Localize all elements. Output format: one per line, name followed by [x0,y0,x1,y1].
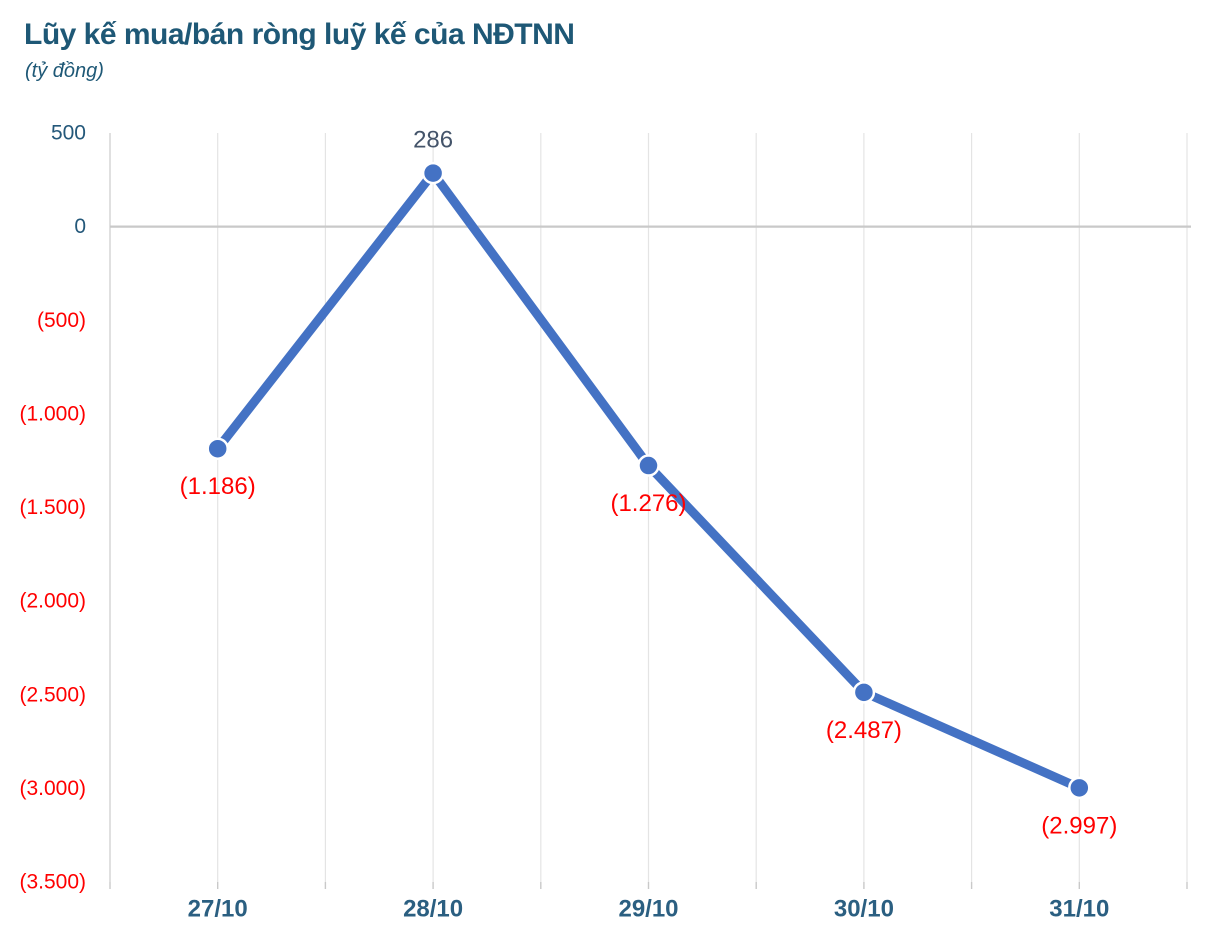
data-point-marker [206,437,229,460]
x-tick-label: 29/10 [618,896,678,923]
y-tick-label: (1.000) [19,402,86,425]
y-tick-label: (3.500) [19,871,86,894]
data-point-label: (2.487) [826,717,902,744]
y-tick-label: (1.500) [19,496,86,519]
data-point-label: 286 [413,127,453,154]
vertical-gridlines [109,133,1188,882]
data-point-marker [421,161,445,185]
data-point-label: (2.997) [1041,812,1117,839]
y-tick-label: 0 [74,215,86,238]
y-tick-label: (500) [37,309,86,332]
y-tick-label: (3.000) [19,777,86,800]
data-points [206,161,1091,800]
chart-title: Lũy kế mua/bán ròng luỹ kế của NĐTNN [24,18,575,51]
x-tick-label: 30/10 [834,896,894,923]
x-tick-label: 31/10 [1049,896,1109,923]
y-tick-label: 500 [51,122,86,145]
data-point-label: (1.276) [610,490,686,517]
x-tick-label: 28/10 [403,896,463,923]
data-labels: (1.186) 286 (1.276) (2.487) (2.997) [180,127,1118,840]
x-axis-ticks [109,882,1188,889]
x-tick-label: 27/10 [188,896,248,923]
x-axis-labels: 27/10 28/10 29/10 30/10 31/10 [188,896,1110,923]
data-point-marker [852,681,876,704]
data-point-label: (1.186) [180,473,256,500]
data-point-marker [637,454,660,477]
y-axis-labels: 500 0 (500) (1.000) (1.500) (2.000) (2.500) (3.… [19,122,86,894]
y-tick-label: (2.500) [19,683,86,706]
data-point-marker [1068,776,1091,800]
chart-unit-label: (tỷ đồng) [25,60,104,82]
y-tick-label: (2.000) [19,590,86,613]
